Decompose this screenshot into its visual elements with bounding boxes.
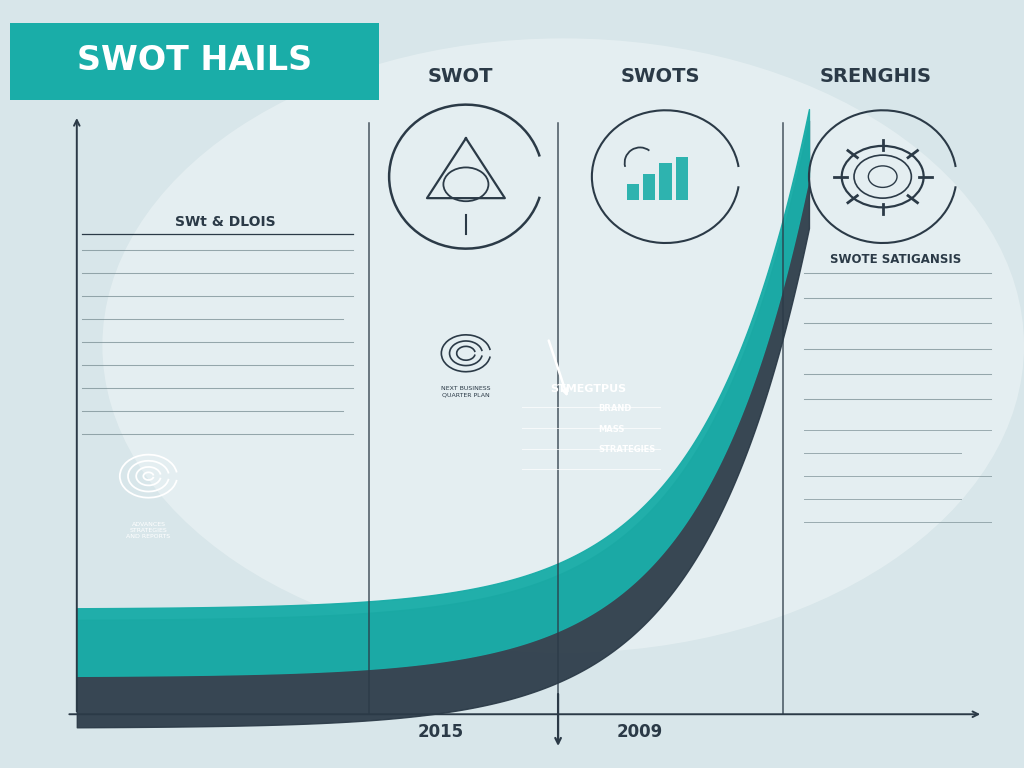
Text: ADVANCES
STRATEGIES
AND REPORTS: ADVANCES STRATEGIES AND REPORTS: [126, 522, 171, 539]
Text: NEXT BUSINESS
QUARTER PLAN: NEXT BUSINESS QUARTER PLAN: [441, 386, 490, 397]
Text: SWOTE SATIGANSIS: SWOTE SATIGANSIS: [830, 253, 962, 266]
FancyBboxPatch shape: [659, 163, 672, 200]
Text: MASS: MASS: [598, 425, 625, 434]
Text: SWOT HAILS: SWOT HAILS: [77, 45, 312, 77]
Text: BRAND: BRAND: [598, 404, 632, 413]
Text: 2009: 2009: [616, 723, 664, 741]
Ellipse shape: [102, 38, 1024, 653]
Text: 2015: 2015: [417, 723, 464, 741]
Text: SWOTS: SWOTS: [621, 68, 700, 86]
Text: SRENGHIS: SRENGHIS: [819, 68, 932, 86]
Text: STMEGTPUS: STMEGTPUS: [551, 384, 627, 394]
Text: STRATEGIES: STRATEGIES: [598, 445, 655, 455]
FancyBboxPatch shape: [10, 23, 379, 100]
FancyBboxPatch shape: [676, 157, 688, 200]
FancyBboxPatch shape: [643, 174, 655, 200]
Text: SWt & DLOIS: SWt & DLOIS: [175, 215, 275, 229]
Text: SWOT: SWOT: [428, 68, 494, 86]
FancyBboxPatch shape: [627, 184, 639, 200]
